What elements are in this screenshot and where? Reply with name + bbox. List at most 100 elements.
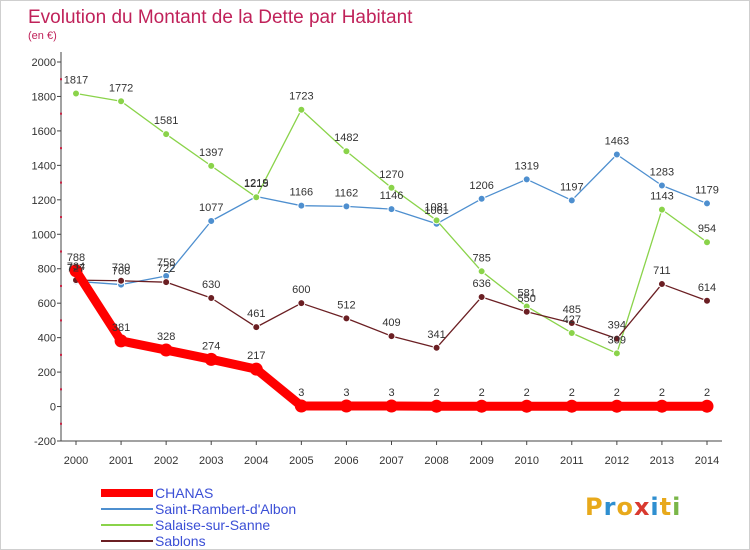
- data-point: [703, 238, 711, 247]
- data-label: 1723: [289, 91, 313, 103]
- data-point: [297, 299, 306, 308]
- data-point: [342, 314, 351, 323]
- line-chart: -200 0 200 400 600 800 1000 1200 1400 1600 1800 200…: [32, 52, 722, 467]
- x-tick-label: 2011: [560, 455, 584, 467]
- data-label: 2: [524, 387, 530, 399]
- data-label: 1215: [244, 178, 268, 190]
- data-label: 409: [382, 317, 400, 329]
- x-tick-label: 2005: [289, 455, 313, 467]
- data-point: [655, 399, 669, 413]
- legend-label-sablons: Sablons: [155, 533, 206, 549]
- data-label: 1061: [424, 205, 448, 217]
- y-tick-label: 0: [50, 402, 56, 414]
- data-point: [72, 89, 80, 98]
- data-label: 614: [698, 282, 716, 294]
- data-label: 1482: [334, 132, 358, 144]
- x-tick-label: 2004: [244, 455, 268, 467]
- data-point: [703, 296, 711, 305]
- data-label: 711: [653, 265, 671, 277]
- data-label: 461: [247, 308, 265, 320]
- y-tick-label: -200: [34, 436, 56, 448]
- legend-swatch-sablons: [101, 540, 153, 542]
- data-point: [117, 276, 126, 285]
- data-label: 722: [157, 263, 175, 275]
- x-tick-label: 2006: [334, 455, 358, 467]
- data-label: 1206: [469, 180, 493, 192]
- data-point: [430, 399, 444, 413]
- data-label: 1143: [650, 191, 674, 203]
- data-label: 600: [292, 284, 310, 296]
- legend-swatch-salaise: [101, 524, 153, 526]
- data-point: [387, 205, 396, 214]
- data-label: 758: [157, 257, 175, 269]
- data-label: 550: [518, 293, 536, 305]
- data-point: [342, 147, 351, 156]
- data-point: [207, 217, 216, 226]
- chart-title: Evolution du Montant de la Dette par Hab…: [28, 7, 413, 28]
- logo-letter: x: [633, 493, 651, 521]
- y-tick-label: 2000: [32, 57, 56, 69]
- data-label: 274: [202, 340, 220, 352]
- data-label: 1077: [199, 202, 223, 214]
- x-tick-label: 2008: [424, 455, 448, 467]
- data-point: [703, 199, 711, 208]
- logo-letter: i: [672, 493, 682, 521]
- data-label: 630: [202, 279, 220, 291]
- data-label: 3: [343, 387, 349, 399]
- data-label: 1197: [560, 181, 584, 193]
- data-label: 328: [157, 331, 175, 343]
- data-point: [477, 194, 486, 203]
- data-label: 1270: [379, 169, 403, 181]
- data-label: 309: [608, 334, 626, 346]
- data-label: 730: [112, 262, 130, 274]
- x-tick-label: 2003: [199, 455, 223, 467]
- data-label: 1146: [380, 190, 404, 202]
- data-label: 708: [112, 266, 130, 278]
- data-point: [387, 332, 396, 341]
- data-label: 1581: [154, 115, 178, 127]
- data-point: [657, 280, 666, 289]
- data-point: [339, 399, 353, 413]
- y-tick-label: 200: [38, 367, 56, 379]
- data-label: 954: [698, 223, 716, 235]
- y-tick-label: 600: [38, 298, 56, 310]
- data-label: 1817: [64, 75, 88, 87]
- legend-label-salaise: Salaise-sur-Sanne: [155, 517, 271, 533]
- data-label: 3: [298, 387, 304, 399]
- proxiti-logo: Proxiti: [585, 493, 681, 521]
- data-point: [249, 362, 263, 376]
- data-point: [207, 294, 216, 303]
- data-point: [252, 323, 261, 332]
- data-label: 1081: [424, 201, 448, 213]
- data-label: 1162: [335, 187, 359, 199]
- y-tick-label: 400: [38, 333, 56, 345]
- x-tick-label: 2009: [469, 455, 493, 467]
- data-point: [159, 343, 173, 357]
- data-point: [385, 399, 398, 413]
- y-tick-label: 1400: [32, 160, 56, 172]
- data-label: 734: [67, 261, 85, 273]
- data-point: [657, 205, 666, 214]
- logo-letter: t: [659, 493, 673, 521]
- data-point: [477, 267, 486, 276]
- x-tick-label: 2012: [605, 455, 629, 467]
- data-point: [162, 130, 171, 139]
- logo-letter: r: [603, 493, 617, 521]
- data-point: [612, 334, 621, 343]
- data-label: 1772: [109, 82, 133, 94]
- data-point: [700, 399, 714, 413]
- data-label: 381: [112, 322, 130, 334]
- y-tick-label: 1800: [32, 91, 56, 103]
- data-point: [432, 216, 441, 225]
- data-point: [114, 334, 128, 348]
- data-point: [612, 150, 621, 159]
- x-tick-label: 2007: [379, 455, 403, 467]
- data-point: [565, 399, 579, 413]
- data-point: [520, 399, 534, 413]
- logo-letter: o: [616, 493, 634, 521]
- data-point: [522, 307, 531, 316]
- x-tick-label: 2002: [154, 455, 178, 467]
- data-label: 2: [569, 387, 575, 399]
- data-point: [567, 318, 576, 327]
- data-point: [612, 349, 621, 358]
